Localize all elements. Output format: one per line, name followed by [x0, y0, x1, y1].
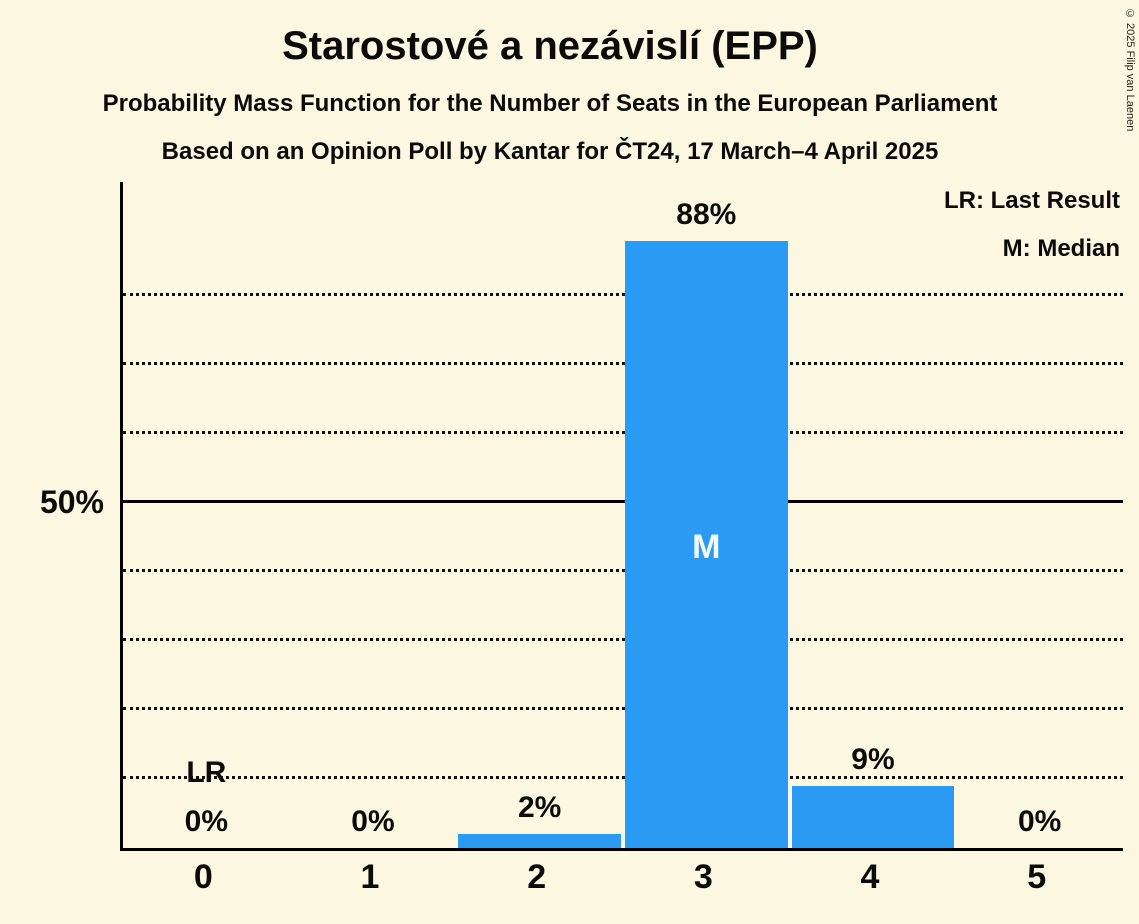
legend-last-result: LR: Last Result [943, 187, 1120, 214]
gridline-dotted-30 [123, 637, 1123, 641]
bar-value-label-5: 0% [1017, 805, 1062, 838]
x-tick-label-5: 5 [1027, 858, 1047, 896]
gridline-dotted-10 [123, 776, 1123, 779]
x-tick-label-2: 2 [527, 858, 547, 896]
bar-value-label-0: 0% [184, 805, 228, 838]
chart-subtitle-2: Based on an Opinion Poll by Kantar for Č… [161, 138, 939, 165]
x-tick-label-4: 4 [860, 858, 880, 896]
gridline-dotted-20 [123, 706, 1123, 710]
bar-seats-2 [458, 834, 621, 848]
bar-value-label-2: 2% [517, 791, 562, 825]
last-result-marker: LR [186, 756, 227, 789]
plot-area: 0% LR 0% 2% 88% M 9% 0% [120, 182, 1123, 851]
bar-value-label-4: 9% [851, 742, 895, 776]
legend-median: M: Median [1002, 235, 1120, 262]
gridline-dotted-70 [123, 361, 1123, 365]
x-tick-label-0: 0 [193, 858, 213, 896]
gridline-dotted-40 [123, 568, 1123, 572]
chart-subtitle-1: Probability Mass Function for the Number… [102, 90, 998, 117]
median-marker: M [692, 528, 721, 566]
x-tick-label-1: 1 [360, 858, 380, 896]
bar-seats-4 [791, 785, 955, 848]
copyright-notice: © 2025 Filip van Laenen [1124, 8, 1136, 132]
gridline-dotted-80 [123, 292, 1123, 296]
gridline-dotted-60 [123, 430, 1123, 434]
chart-title: Starostové a nezávislí (EPP) [282, 24, 818, 68]
bar-value-label-1: 0% [351, 805, 395, 838]
bar-value-label-3: 88% [676, 197, 737, 231]
gridline-solid-50 [123, 499, 1123, 503]
x-tick-label-3: 3 [693, 858, 713, 896]
y-axis-tick-label: 50% [39, 484, 104, 520]
bar-seats-3 [625, 240, 788, 848]
x-axis: 0 1 2 3 4 5 [120, 858, 1120, 906]
